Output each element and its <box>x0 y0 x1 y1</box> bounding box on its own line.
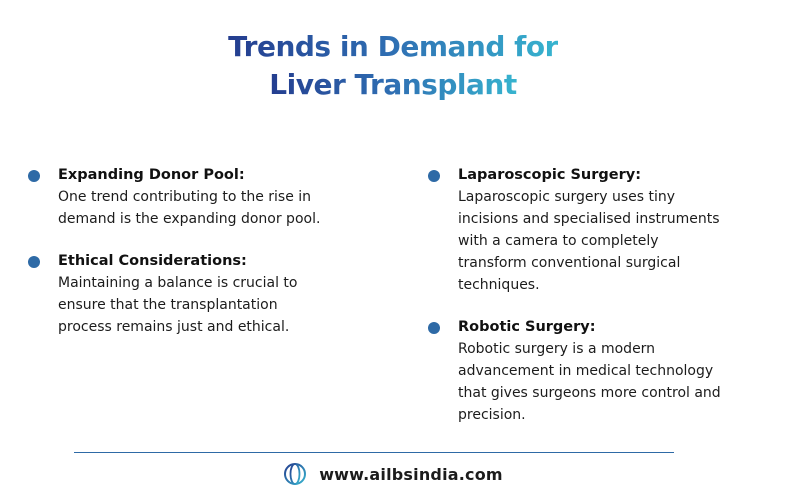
item-heading: Laparoscopic Surgery: <box>458 167 642 183</box>
title-line-2: Liver Transplant <box>269 66 517 104</box>
item-text-line: precision. <box>458 407 526 423</box>
list-item-expanding-donor-pool: Expanding Donor Pool: One trend contribu… <box>28 164 388 230</box>
globe-icon <box>284 463 307 485</box>
bullet-dot-icon <box>28 170 40 182</box>
list-item-laparoscopic-surgery: Laparoscopic Surgery: Laparoscopic surge… <box>428 164 768 296</box>
item-text-line: with a camera to completely <box>458 233 659 249</box>
item-text-line: that gives surgeons more control and <box>458 385 721 401</box>
bullet-dot-icon <box>428 170 440 182</box>
item-text-line: Robotic surgery is a modern <box>458 341 656 357</box>
item-text-line: ensure that the transplantation <box>58 297 278 313</box>
list-item-robotic-surgery: Robotic Surgery: Robotic surgery is a mo… <box>428 316 768 426</box>
title-line-1: Trends in Demand for <box>228 28 558 66</box>
left-column: Expanding Donor Pool: One trend contribu… <box>28 164 388 358</box>
footer-divider <box>74 452 674 453</box>
item-heading: Robotic Surgery: <box>458 319 596 335</box>
bullet-dot-icon <box>428 322 440 334</box>
item-text-line: process remains just and ethical. <box>58 319 290 335</box>
right-column: Laparoscopic Surgery: Laparoscopic surge… <box>428 164 768 446</box>
item-heading: Ethical Considerations: <box>58 253 247 269</box>
item-heading: Expanding Donor Pool: <box>58 167 245 183</box>
item-text-line: techniques. <box>458 277 540 293</box>
item-text-line: incisions and specialised instruments <box>458 211 720 227</box>
footer: www.ailbsindia.com <box>0 462 786 486</box>
website-link[interactable]: www.ailbsindia.com <box>319 464 503 484</box>
bullet-dot-icon <box>28 256 40 268</box>
item-text-line: Laparoscopic surgery uses tiny <box>458 189 676 205</box>
item-text-line: demand is the expanding donor pool. <box>58 211 321 227</box>
item-text-line: advancement in medical technology <box>458 363 714 379</box>
item-text-line: transform conventional surgical <box>458 255 681 271</box>
page-title: Trends in Demand for Liver Transplant <box>0 28 786 104</box>
item-text-line: Maintaining a balance is crucial to <box>58 275 298 291</box>
item-text-line: One trend contributing to the rise in <box>58 189 312 205</box>
list-item-ethical-considerations: Ethical Considerations: Maintaining a ba… <box>28 250 388 338</box>
